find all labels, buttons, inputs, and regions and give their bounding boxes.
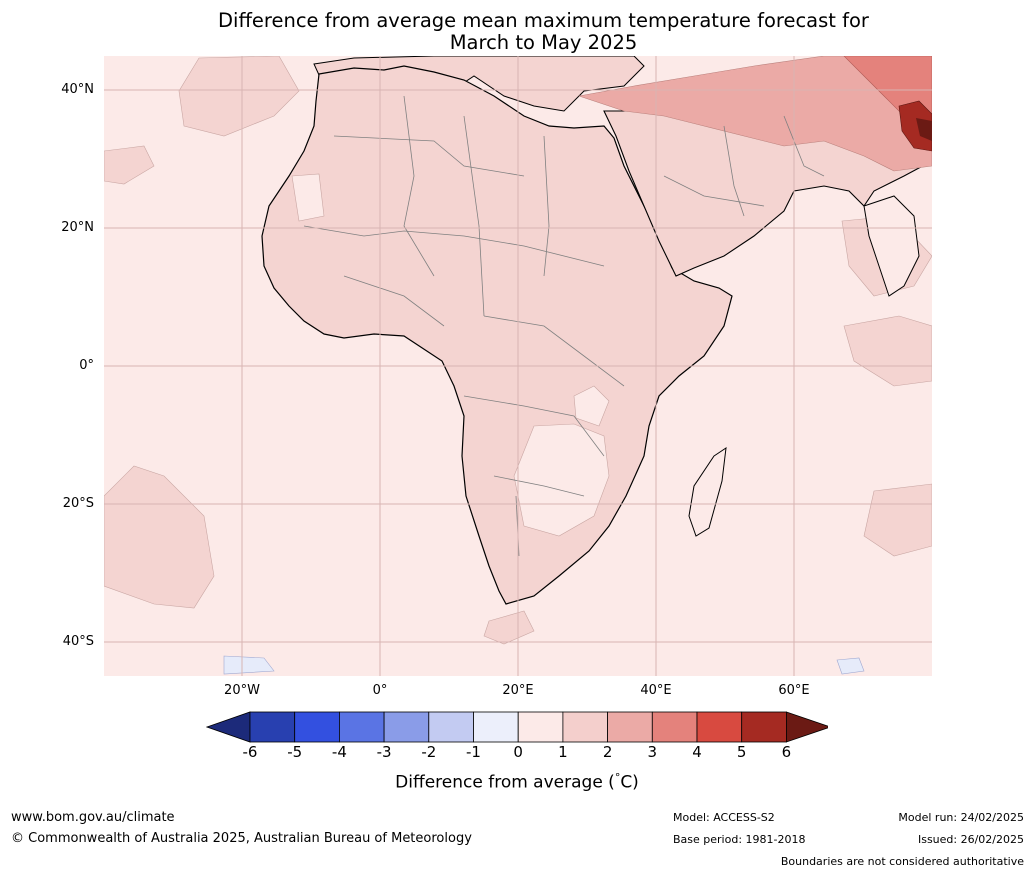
forecast-map: [104, 56, 932, 676]
colorbar-segment: [741, 711, 787, 743]
colorbar: [206, 711, 828, 743]
footer-base-period: Base period: 1981-2018: [673, 833, 806, 846]
footer-model-run: Model run: 24/02/2025: [898, 811, 1024, 824]
sahara-neutral-patch: [291, 173, 325, 222]
colorbar-title-unit: C): [620, 772, 639, 793]
warm-anomaly-6-plus-core: [916, 118, 932, 141]
latitude-label: 20°N: [61, 220, 94, 235]
country-borders: [303, 95, 825, 557]
colorbar-tick-label: -6: [242, 743, 258, 761]
colorbar-segment: [651, 711, 698, 743]
indian-ocean-east-warm-patch: [863, 483, 932, 557]
india-land: [863, 195, 920, 297]
latitude-label: 0°: [79, 358, 94, 373]
colorbar-title-text: Difference from average (: [395, 772, 615, 793]
madagascar-land: [688, 446, 727, 537]
colorbar-title: Difference from average (°C): [310, 771, 724, 793]
colorbar-tick-label: 2: [602, 743, 613, 761]
colorbar-segment: [562, 711, 608, 743]
longitude-label: 60°E: [778, 683, 810, 698]
colorbar-segment: [294, 711, 340, 743]
chart-title: Difference from average mean maximum tem…: [100, 10, 987, 54]
latitude-label: 40°N: [61, 82, 94, 97]
footer-model: Model: ACCESS-S2: [673, 811, 775, 824]
atlantic-south-warm-patch: [104, 465, 215, 609]
longitude-label: 40°E: [640, 683, 672, 698]
cool-patch-south-1: [223, 655, 275, 675]
colorbar-segment: [338, 711, 385, 743]
longitude-label: 20°W: [224, 683, 260, 698]
longitude-label: 0°: [372, 683, 388, 698]
title-line-1: Difference from average mean maximum tem…: [218, 9, 869, 32]
graticule: [104, 56, 932, 676]
colorbar-segment: [607, 711, 653, 743]
footer-copyright: © Commonwealth of Australia 2025, Austra…: [11, 831, 472, 846]
colorbar-tick-label: 3: [647, 743, 658, 761]
colorbar-tick-label: -4: [331, 743, 347, 761]
southern-africa-neutral-patch: [513, 423, 610, 537]
atlantic-north-warm-patch-2: [104, 145, 155, 185]
colorbar-tick-label: 6: [781, 743, 792, 761]
colorbar-segment: [428, 711, 474, 743]
east-africa-neutral-patch: [573, 385, 610, 427]
footer-disclaimer: Boundaries are not considered authoritat…: [780, 855, 1024, 868]
colorbar-tick-label: 1: [558, 743, 568, 761]
colorbar-segment: [473, 711, 519, 743]
latitude-label: 20°S: [62, 496, 94, 511]
footer-url: www.bom.gov.au/climate: [11, 810, 175, 825]
colorbar-segment: [696, 711, 743, 743]
colorbar-tick-label: -1: [466, 743, 481, 761]
latitude-label: 40°S: [62, 634, 94, 649]
colorbar-tick-label: 0: [513, 743, 523, 761]
colorbar-upper-extension: [786, 711, 828, 743]
colorbar-tick-label: 5: [736, 743, 747, 761]
colorbar-tick-label: 4: [692, 743, 702, 761]
cool-patch-south-2: [836, 657, 865, 675]
colorbar-lower-extension: [206, 711, 251, 743]
colorbar-segment: [517, 711, 564, 743]
title-line-2: March to May 2025: [449, 31, 638, 54]
longitude-label: 20°E: [502, 683, 534, 698]
footer-issued: Issued: 26/02/2025: [917, 833, 1024, 846]
colorbar-segment: [249, 711, 296, 743]
warm-anomaly-2-3-region: [578, 56, 932, 172]
indian-ocean-warm-patch: [843, 315, 932, 387]
colorbar-tick-label: -5: [287, 743, 303, 761]
atlantic-north-warm-patch: [178, 56, 300, 137]
colorbar-tick-label: -3: [376, 743, 392, 761]
degree-symbol: °: [614, 771, 621, 784]
colorbar-segment: [383, 711, 430, 743]
warm-anomaly-5-6-region: [898, 100, 932, 152]
colorbar-tick-label: -2: [421, 743, 437, 761]
